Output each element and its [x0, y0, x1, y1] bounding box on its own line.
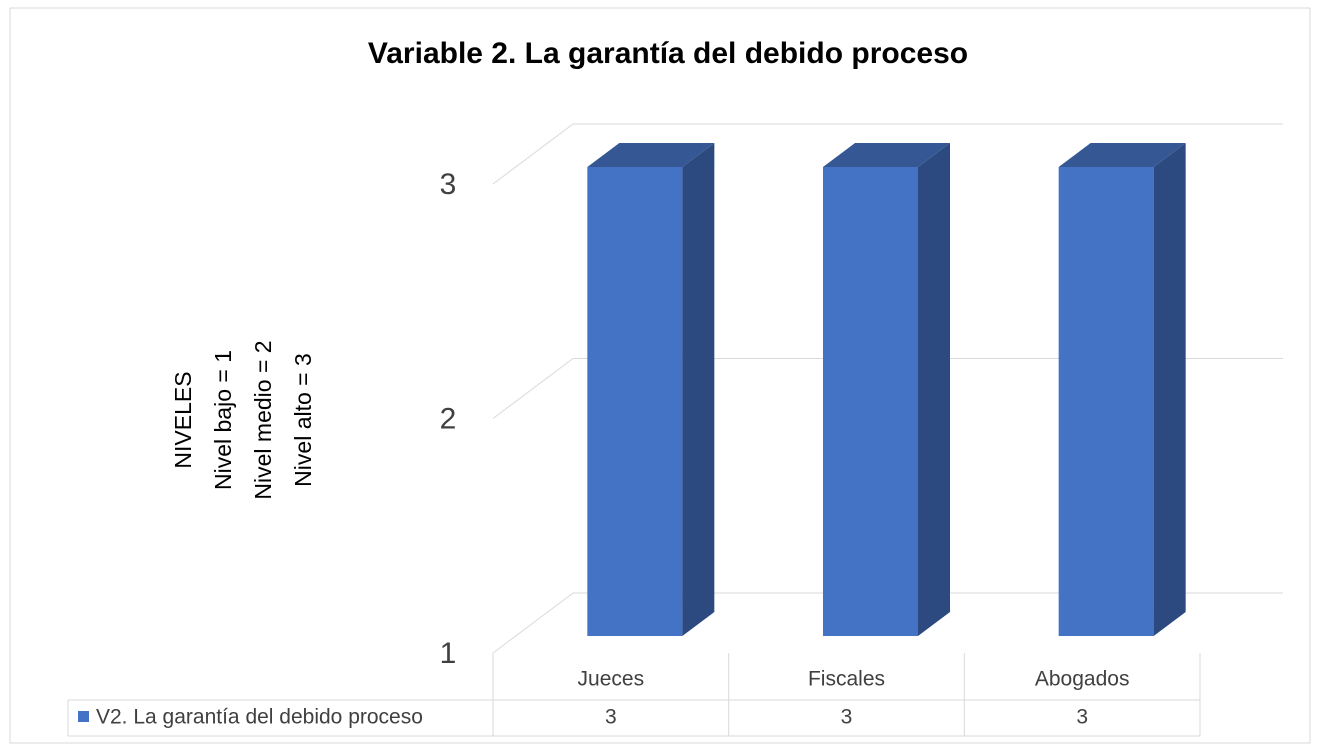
y-tick-label: 2: [440, 402, 457, 435]
bar: [587, 167, 683, 636]
grid-line: [492, 358, 574, 419]
bar: [823, 167, 918, 636]
table-value: 3: [841, 706, 853, 729]
y-tick-label: 3: [440, 168, 457, 201]
y-axis-label: NIVELES Nivel bajo = 1 Nivel medio = 2 Nive…: [170, 340, 316, 499]
y-axis-label-line: Nivel alto = 3: [290, 353, 316, 487]
legend-label: V2. La garantía del debido proceso: [96, 706, 423, 729]
grid-line: [492, 123, 574, 185]
bar-side: [918, 143, 950, 636]
grid-line: [492, 592, 574, 654]
bar-top: [823, 143, 950, 167]
y-axis-label-line: NIVELES: [170, 371, 196, 468]
chart-title: Variable 2. La garantía del debido proce…: [368, 37, 968, 70]
table-value: 3: [1076, 706, 1088, 729]
bar-top: [1058, 143, 1186, 167]
bar-side: [1153, 143, 1186, 636]
bar-top: [587, 143, 715, 167]
y-tick-label: 1: [440, 637, 457, 670]
y-axis-label-line: Nivel bajo = 1: [210, 350, 236, 490]
x-tick-label: Fiscales: [808, 668, 885, 691]
bar: [1058, 167, 1154, 636]
table-value: 3: [605, 706, 617, 729]
y-axis-label-line: Nivel medio = 2: [250, 340, 276, 499]
bar-side: [682, 143, 715, 636]
x-tick-label: Jueces: [578, 668, 645, 691]
legend-swatch: [78, 711, 89, 722]
x-tick-label: Abogados: [1035, 668, 1130, 691]
